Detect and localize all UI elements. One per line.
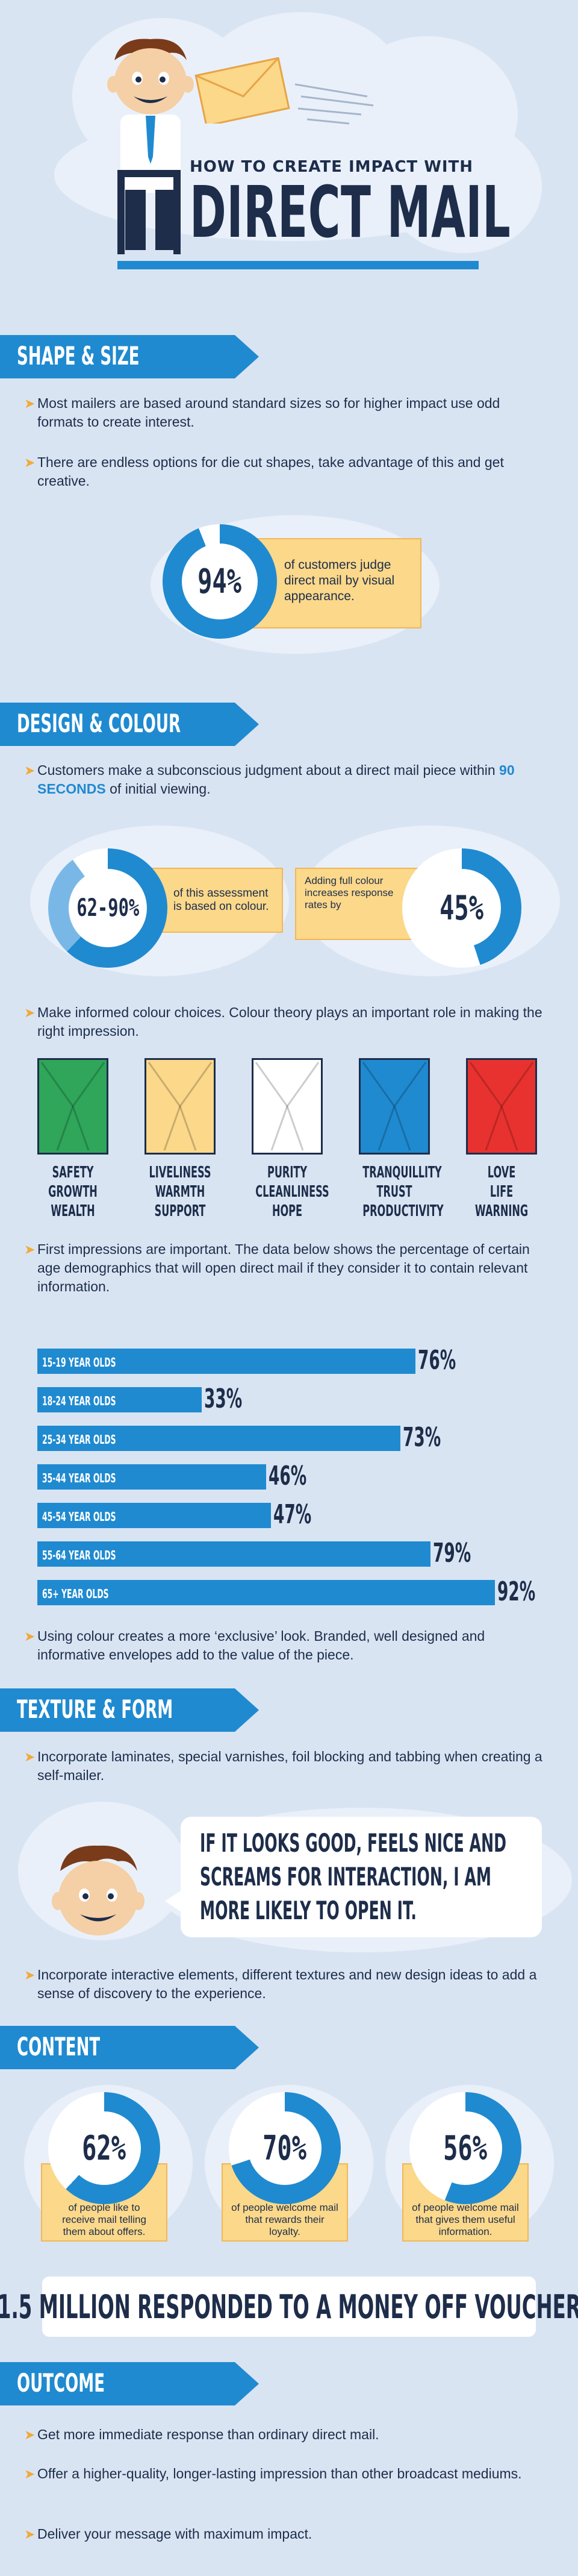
bullet-arrow-icon: ➤	[24, 2427, 36, 2442]
stat-ring-94: 94%	[163, 524, 277, 639]
doorway-icon	[117, 170, 181, 254]
shape-bullet-1: ➤ Most mailers are based around standard…	[24, 395, 500, 430]
stat2-value: 45%	[440, 888, 484, 928]
exclusive-bullet: ➤ Using colour creates a more ‘exclusive…	[24, 1628, 485, 1662]
age-bar-value: 73%	[403, 1422, 441, 1453]
age-bar-label: 18-24 YEAR OLDS	[42, 1394, 116, 1408]
age-bar-label: 25-34 YEAR OLDS	[42, 1432, 116, 1447]
voucher-text: 1.5 MILLION RESPONDED TO A MONEY OFF VOU…	[0, 2287, 578, 2326]
section-banner-shape-size: SHAPE & SIZE	[0, 335, 259, 378]
bullet-arrow-icon: ➤	[24, 2527, 36, 2542]
stat1-note: of this assessment is based on colour.	[144, 868, 283, 933]
age-bar-label: 15-19 YEAR OLDS	[42, 1355, 116, 1370]
speed-lines-icon	[294, 78, 379, 127]
age-bar-label: 55-64 YEAR OLDS	[42, 1548, 116, 1562]
page-subtitle: HOW TO CREATE IMPACT WITH	[190, 158, 474, 176]
envelope-white	[252, 1058, 323, 1155]
content-stat-value: 62%	[82, 2128, 126, 2168]
content-stat-ring: 62%	[48, 2092, 160, 2204]
age-bar-value: 47%	[273, 1499, 312, 1530]
envelope-label-yellow: LIVELINESS WARMTH SUPPORT	[149, 1164, 211, 1220]
shape-bullet-2: ➤ There are endless options for die cut …	[24, 454, 504, 489]
section-banner-design-colour: DESIGN & COLOUR	[0, 703, 259, 746]
age-bar: 55-64 YEAR OLDS	[37, 1541, 430, 1567]
age-bar-value: 92%	[497, 1576, 536, 1607]
content-stat-ring: 70%	[229, 2092, 341, 2204]
colour-choice-bullet: ➤ Make informed colour choices. Colour t…	[24, 1004, 542, 1039]
section-banner-outcome: OUTCOME	[0, 2362, 259, 2405]
section-banner-texture-form: TEXTURE & FORM	[0, 1688, 259, 1732]
bullet-arrow-icon: ➤	[24, 2466, 36, 2481]
envelope-yellow	[144, 1058, 216, 1155]
texture-bullet-2: ➤ Incorporate interactive elements, diff…	[24, 1967, 537, 2001]
age-bar: 15-19 YEAR OLDS	[37, 1349, 415, 1374]
age-bar-value: 79%	[433, 1538, 471, 1568]
bullet-arrow-icon: ➤	[24, 396, 36, 411]
age-bar: 45-54 YEAR OLDS	[37, 1503, 271, 1528]
age-bar: 18-24 YEAR OLDS	[37, 1387, 202, 1412]
outcome-bullet-2: ➤ Offer a higher-quality, longer-lasting…	[24, 2465, 543, 2483]
outcome-bullet-3: ➤ Deliver your message with maximum impa…	[24, 2525, 543, 2543]
man-head-illustration	[47, 1841, 149, 1946]
section-heading: OUTCOME	[17, 2368, 105, 2398]
envelope-label-white: PURITY CLEANLINESS HOPE	[255, 1164, 329, 1220]
age-bar: 25-34 YEAR OLDS	[37, 1426, 400, 1451]
content-stat-value: 70%	[263, 2128, 307, 2168]
section-banner-content: CONTENT	[0, 2026, 259, 2069]
section-heading: SHAPE & SIZE	[17, 341, 140, 371]
design-intro: ➤ Customers make a subconscious judgment…	[24, 762, 515, 797]
age-bar-value: 33%	[204, 1384, 243, 1414]
bubble-tail	[165, 1889, 183, 1913]
content-stat-ring: 56%	[409, 2092, 521, 2204]
quote-bubble: IF IT LOOKS GOOD, FEELS NICE AND SCREAMS…	[165, 1817, 542, 1937]
bullet-arrow-icon: ➤	[24, 1749, 36, 1764]
quote-text: IF IT LOOKS GOOD, FEELS NICE AND SCREAMS…	[200, 1828, 507, 1925]
bullet-arrow-icon: ➤	[24, 1005, 36, 1020]
envelope-icon	[194, 57, 290, 127]
stat-ring-45: 45%	[402, 848, 521, 968]
age-bar-value: 46%	[269, 1461, 307, 1491]
envelope-label-blue: TRANQUILLITY TRUST PRODUCTIVITY	[362, 1164, 444, 1220]
envelope-blue	[359, 1058, 430, 1155]
stat-ring-62-90: 62-90%	[48, 848, 167, 968]
bullet-arrow-icon: ➤	[24, 455, 36, 470]
age-bar: 35-44 YEAR OLDS	[37, 1464, 266, 1490]
section-heading: CONTENT	[17, 2032, 101, 2061]
section-heading: DESIGN & COLOUR	[17, 709, 181, 738]
age-bar-label: 65+ YEAR OLDS	[42, 1587, 109, 1601]
bullet-arrow-icon: ➤	[24, 1629, 36, 1644]
texture-bullet-1: ➤ Incorporate laminates, special varnish…	[24, 1749, 542, 1783]
bullet-arrow-icon: ➤	[24, 763, 36, 778]
age-bar-label: 35-44 YEAR OLDS	[42, 1471, 116, 1485]
highlight-90-seconds: 90 SECONDS	[37, 762, 515, 797]
age-intro-bullet: ➤ First impressions are important. The d…	[24, 1241, 530, 1294]
page-title: DIRECT MAIL	[190, 171, 511, 254]
outcome-bullet-1: ➤ Get more immediate response than ordin…	[24, 2425, 543, 2444]
envelope-label-green: SAFETY GROWTH WEALTH	[48, 1164, 98, 1220]
age-bar-value: 76%	[418, 1345, 456, 1376]
age-bar: 65+ YEAR OLDS	[37, 1580, 495, 1605]
stat-value: 94%	[197, 562, 242, 601]
content-stat-value: 56%	[443, 2128, 488, 2168]
envelope-green	[37, 1058, 108, 1155]
stat1-value: 62-90%	[76, 894, 140, 922]
section-heading: TEXTURE & FORM	[17, 1694, 173, 1724]
title-underline	[117, 261, 479, 269]
envelope-red	[466, 1058, 537, 1155]
bullet-arrow-icon: ➤	[24, 1967, 36, 1982]
age-bar-label: 45-54 YEAR OLDS	[42, 1509, 116, 1524]
bullet-arrow-icon: ➤	[24, 1242, 36, 1257]
envelope-label-red: LOVE LIFE WARNING	[474, 1164, 529, 1220]
voucher-banner: 1.5 MILLION RESPONDED TO A MONEY OFF VOU…	[0, 2277, 578, 2337]
